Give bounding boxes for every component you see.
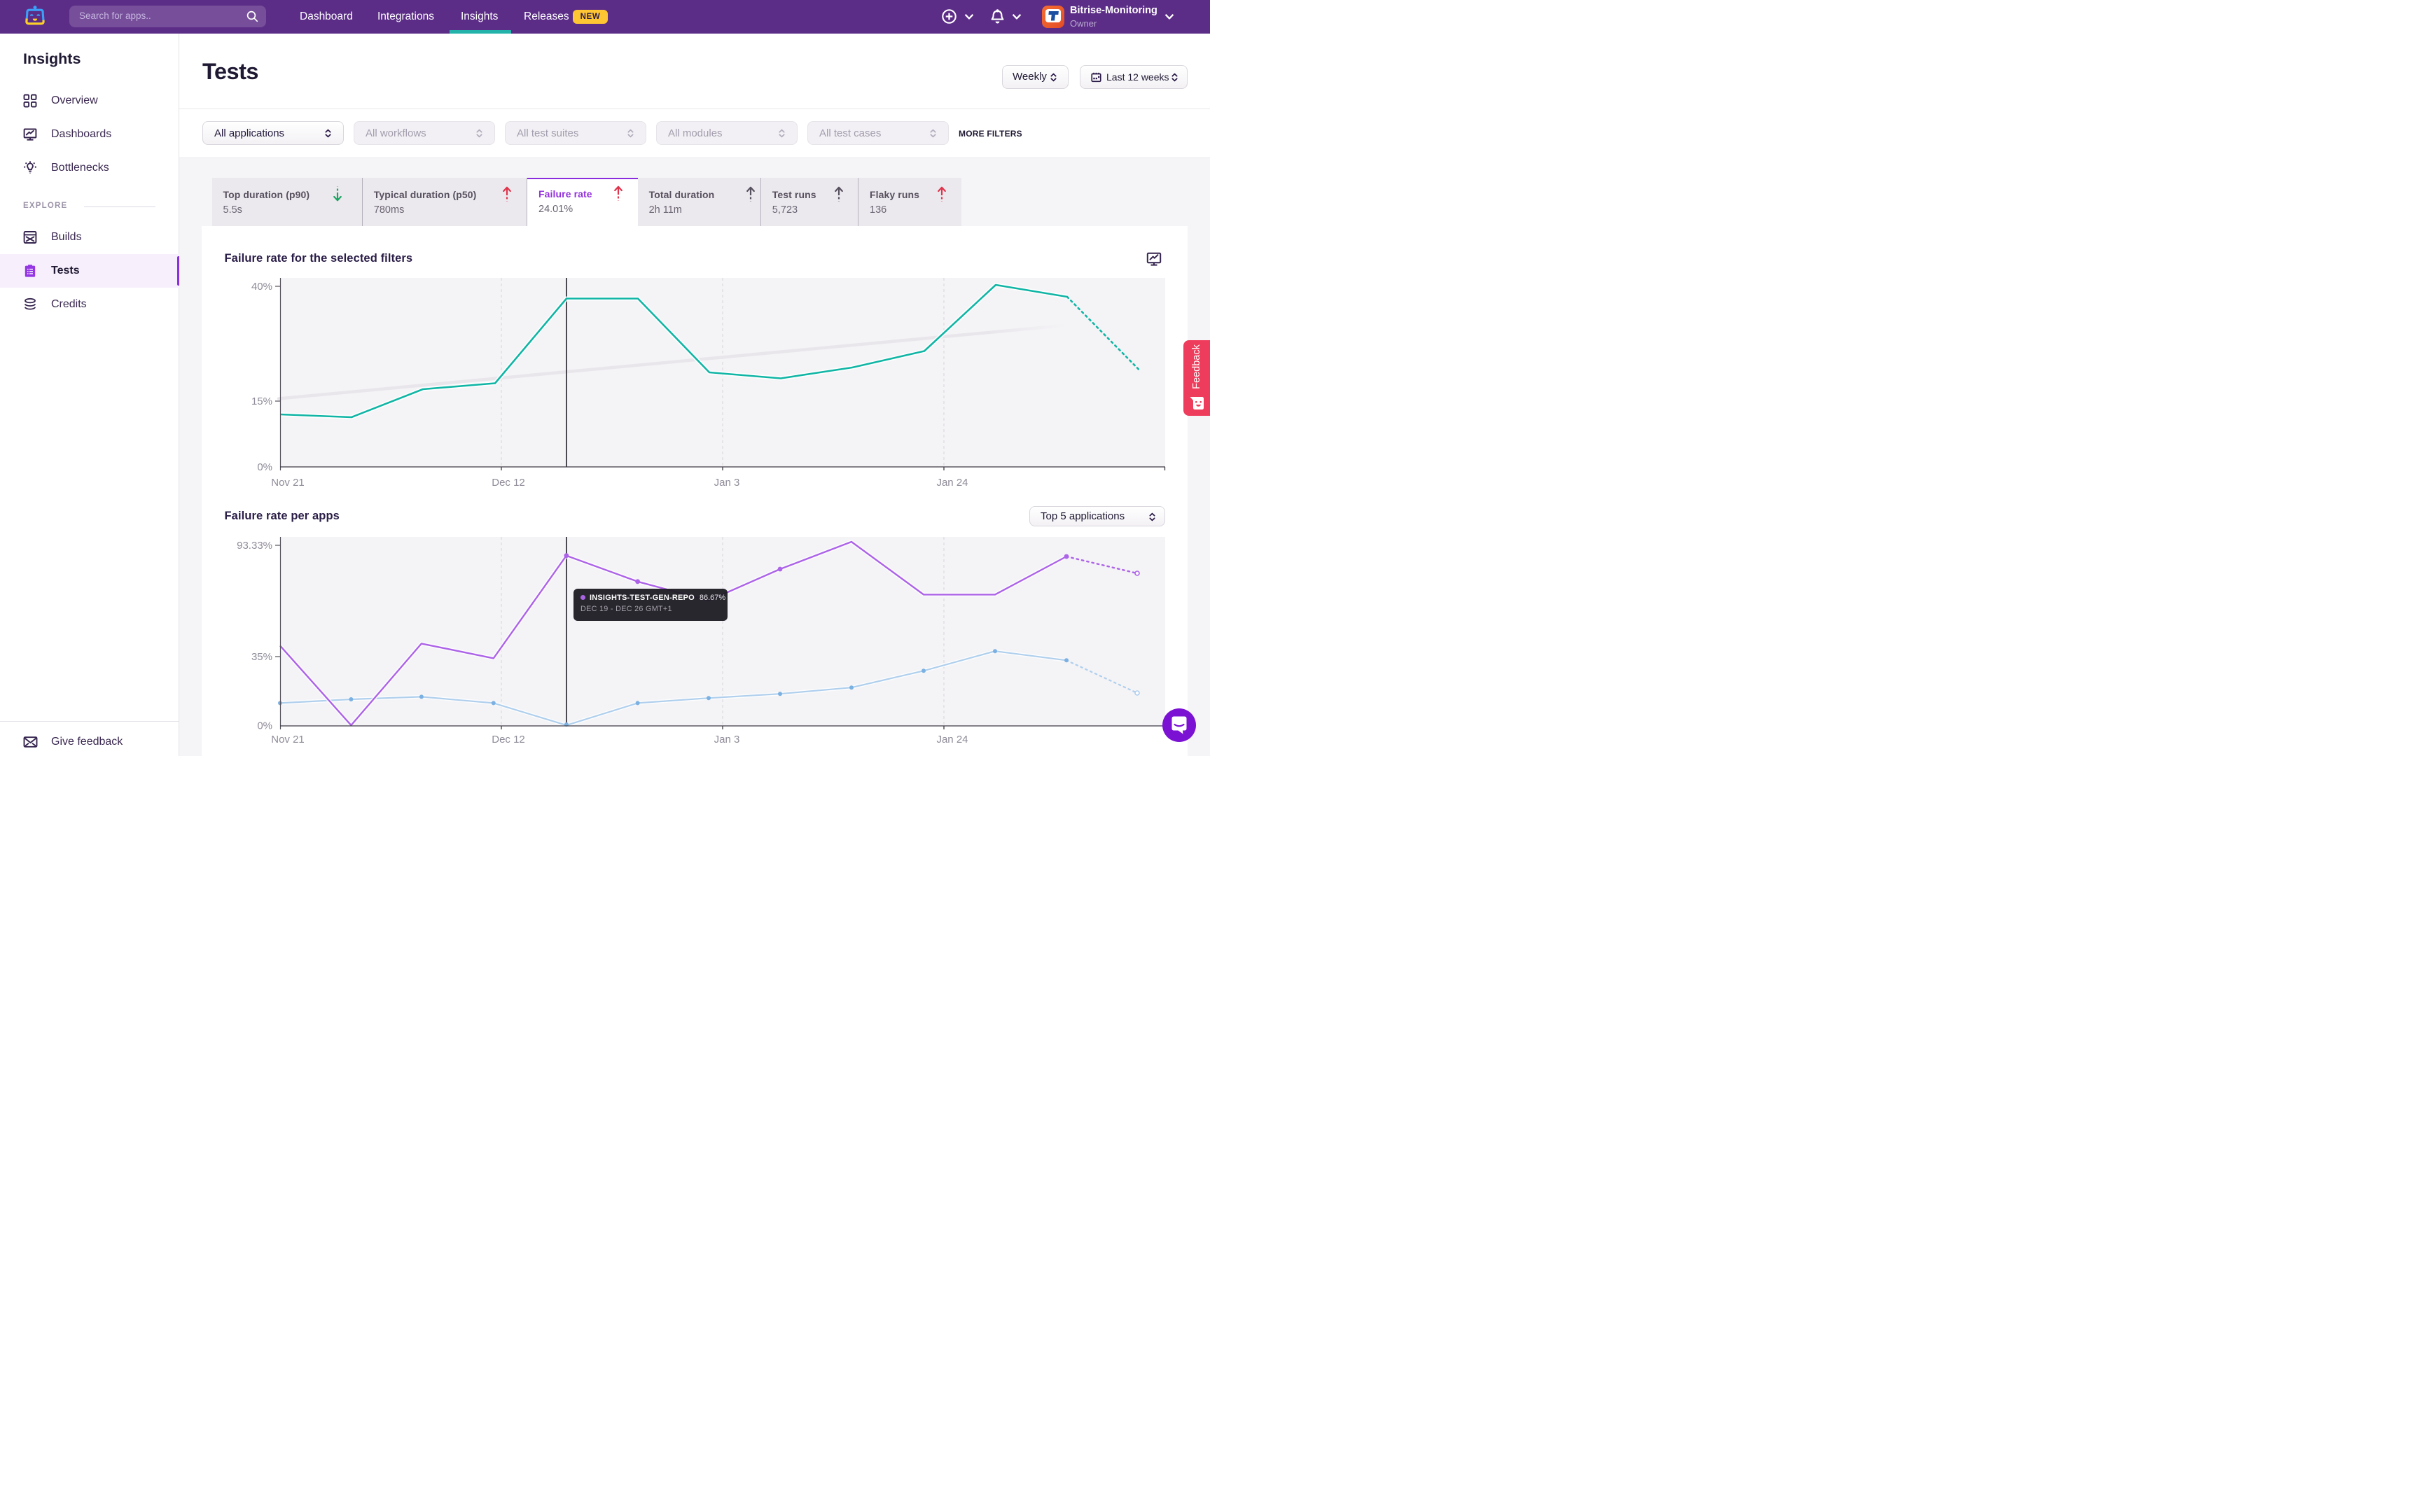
svg-text:40%: 40% xyxy=(251,281,272,293)
svg-text:Nov 21: Nov 21 xyxy=(271,477,305,489)
svg-text:Nov 21: Nov 21 xyxy=(271,734,305,746)
svg-text:15%: 15% xyxy=(251,396,272,407)
svg-text:93.33%: 93.33% xyxy=(237,540,272,552)
svg-text:35%: 35% xyxy=(251,651,272,663)
svg-text:0%: 0% xyxy=(257,461,272,473)
svg-text:Jan 24: Jan 24 xyxy=(936,477,968,489)
svg-text:Jan 3: Jan 3 xyxy=(714,477,740,489)
svg-text:Jan 24: Jan 24 xyxy=(936,734,968,746)
svg-text:Dec 12: Dec 12 xyxy=(492,734,525,746)
svg-text:0%: 0% xyxy=(257,720,272,732)
svg-text:Jan 3: Jan 3 xyxy=(714,734,740,746)
svg-text:Dec 12: Dec 12 xyxy=(492,477,525,489)
